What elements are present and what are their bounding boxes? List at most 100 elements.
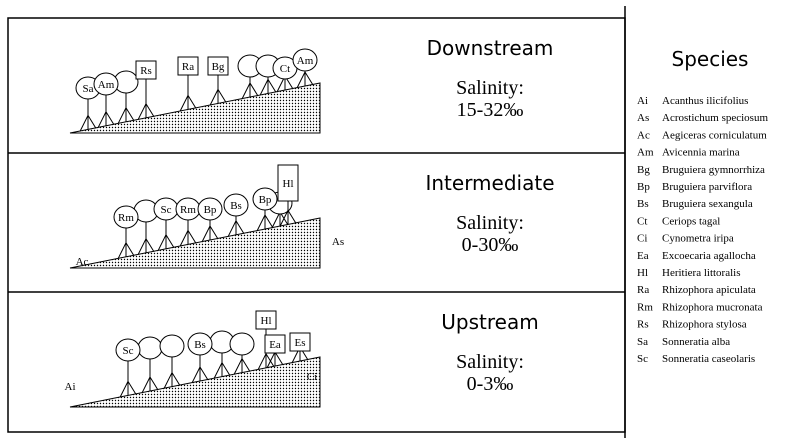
legend-code: As	[637, 112, 649, 124]
tree-canopy	[115, 338, 141, 362]
legend-name: Ceriops tagal	[662, 215, 720, 227]
tree-roots	[137, 102, 155, 121]
tree-label: Bg	[212, 61, 225, 73]
salinity-label: Salinity:	[456, 77, 524, 99]
legend-code: Ra	[637, 284, 649, 296]
tree-label: Ea	[269, 339, 281, 351]
tree-roots	[279, 209, 297, 227]
tree-label: Ac	[76, 256, 89, 268]
tree-label: Sc	[123, 345, 134, 357]
tree-canopy	[137, 336, 163, 360]
legend-name: Bruguiera parviflora	[662, 181, 752, 193]
tree-label: Hl	[283, 178, 294, 190]
legend-name: Sonneratia caseolaris	[662, 353, 755, 365]
tree-canopy	[93, 72, 119, 96]
tree-roots	[157, 233, 175, 252]
tree-canopy	[223, 193, 249, 217]
legend-name: Rhizophora apiculata	[662, 284, 756, 296]
tree-canopy	[229, 332, 255, 356]
legend-name: Avicennia marina	[662, 147, 740, 159]
legend-code: Sa	[637, 336, 648, 348]
salinity-range: 0-30‰	[462, 234, 519, 256]
legend-name: Rhizophora stylosa	[662, 319, 747, 331]
salinity-label: Salinity:	[456, 351, 524, 373]
tree-roots	[141, 375, 159, 394]
tree-roots	[97, 110, 115, 129]
tree-canopy	[252, 187, 278, 211]
legend-name: Rhizophora mucronata	[662, 301, 763, 313]
legend-code: Bp	[637, 181, 650, 193]
tree-label: Sc	[161, 204, 172, 216]
tree-roots	[137, 237, 155, 256]
salinity-range: 0-3‰	[467, 373, 514, 395]
tree-roots	[296, 70, 314, 89]
tree-roots	[256, 213, 274, 232]
salinity-label: Salinity:	[456, 212, 524, 234]
ground-slope	[69, 217, 321, 269]
legend-name: Cynometra iripa	[662, 233, 734, 245]
legend-code: Ea	[637, 250, 649, 262]
legend-code: Bs	[637, 198, 649, 210]
tree-label: Es	[295, 337, 306, 349]
tree-label: Ai	[65, 381, 76, 393]
tree-roots	[163, 371, 181, 389]
tree-label: Bs	[230, 200, 242, 212]
tree-roots	[201, 224, 219, 243]
tree-label: Rs	[140, 65, 152, 77]
tree-roots	[227, 219, 245, 238]
tree-canopy	[135, 60, 157, 80]
legend-name: Acanthus ilicifolius	[662, 95, 748, 107]
tree-canopy	[292, 48, 318, 72]
tree-canopy	[197, 197, 223, 221]
tree-roots	[117, 106, 135, 125]
tree-canopy	[177, 56, 199, 76]
tree-label: Hl	[261, 315, 272, 327]
tree-canopy	[207, 56, 229, 76]
tree-label: As	[332, 236, 344, 248]
legend-name: Sonneratia alba	[662, 336, 730, 348]
legend-name: Acrostichum speciosum	[662, 112, 768, 124]
legend-code: Rs	[637, 319, 649, 331]
tree-roots	[259, 78, 277, 96]
legend-name: Excoecaria agallocha	[662, 250, 756, 262]
salinity-range: 15-32‰	[457, 99, 524, 121]
tree-label: Am	[98, 79, 115, 91]
legend-name: Heritiera littoralis	[662, 267, 741, 279]
tree-label: Rm	[118, 212, 134, 224]
tree-label: Sa	[83, 83, 94, 95]
tree-roots	[179, 94, 197, 112]
ground-slope	[69, 356, 321, 408]
legend-name: Bruguiera gymnorrhiza	[662, 164, 765, 176]
tree-label: Bp	[204, 204, 217, 216]
legend-code: Ci	[637, 233, 647, 245]
tree-roots	[119, 380, 137, 398]
tree-label: Ct	[280, 63, 290, 75]
tree-label: Rm	[180, 204, 196, 216]
legend-code: Ct	[637, 215, 647, 227]
tree-roots	[191, 365, 209, 384]
tree-canopy	[277, 164, 299, 202]
tree-canopy	[289, 332, 311, 352]
tree-roots	[213, 361, 231, 379]
tree-roots	[117, 241, 135, 260]
tree-label: Bs	[194, 339, 206, 351]
legend-title: Species	[672, 47, 749, 71]
legend-code: Sc	[637, 353, 648, 365]
legend-code: Bg	[637, 164, 650, 176]
legend-code: Rm	[637, 301, 653, 313]
legend-code: Ai	[637, 95, 648, 107]
legend-code: Ac	[637, 129, 650, 141]
tree-label: Bp	[259, 194, 272, 206]
tree-canopy	[187, 332, 213, 356]
tree-roots	[79, 114, 97, 132]
tree-roots	[209, 88, 227, 106]
tree-canopy	[113, 205, 139, 229]
zone-title: Downstream	[427, 36, 554, 60]
tree-label: Am	[297, 55, 314, 67]
tree-roots	[257, 352, 275, 371]
tree-label: Ra	[182, 61, 194, 73]
legend-code: Hl	[637, 267, 648, 279]
tree-label: Ci	[307, 371, 317, 383]
tree-roots	[233, 357, 251, 375]
